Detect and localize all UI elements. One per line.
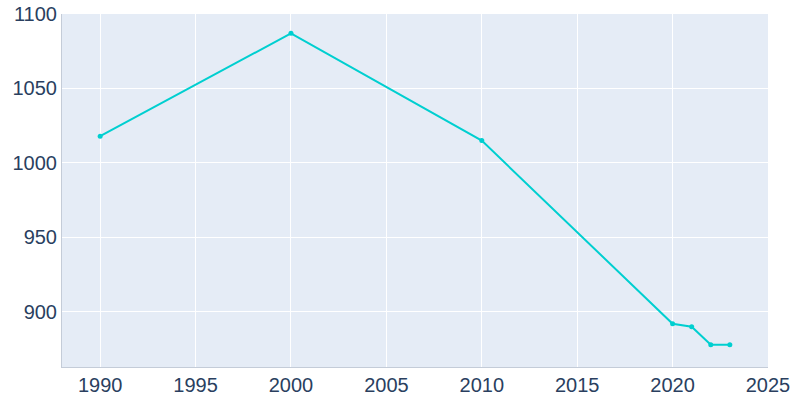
svg-text:2015: 2015	[555, 374, 600, 396]
svg-text:1990: 1990	[78, 374, 123, 396]
svg-text:2010: 2010	[460, 374, 505, 396]
svg-text:950: 950	[24, 226, 57, 248]
svg-text:2025: 2025	[746, 374, 791, 396]
svg-text:1050: 1050	[13, 77, 58, 99]
svg-text:1100: 1100	[14, 3, 57, 25]
svg-text:900: 900	[24, 301, 57, 323]
svg-text:1000: 1000	[13, 152, 58, 174]
svg-text:1995: 1995	[173, 374, 218, 396]
svg-text:2020: 2020	[650, 374, 695, 396]
svg-text:2005: 2005	[364, 374, 409, 396]
svg-text:2000: 2000	[269, 374, 314, 396]
